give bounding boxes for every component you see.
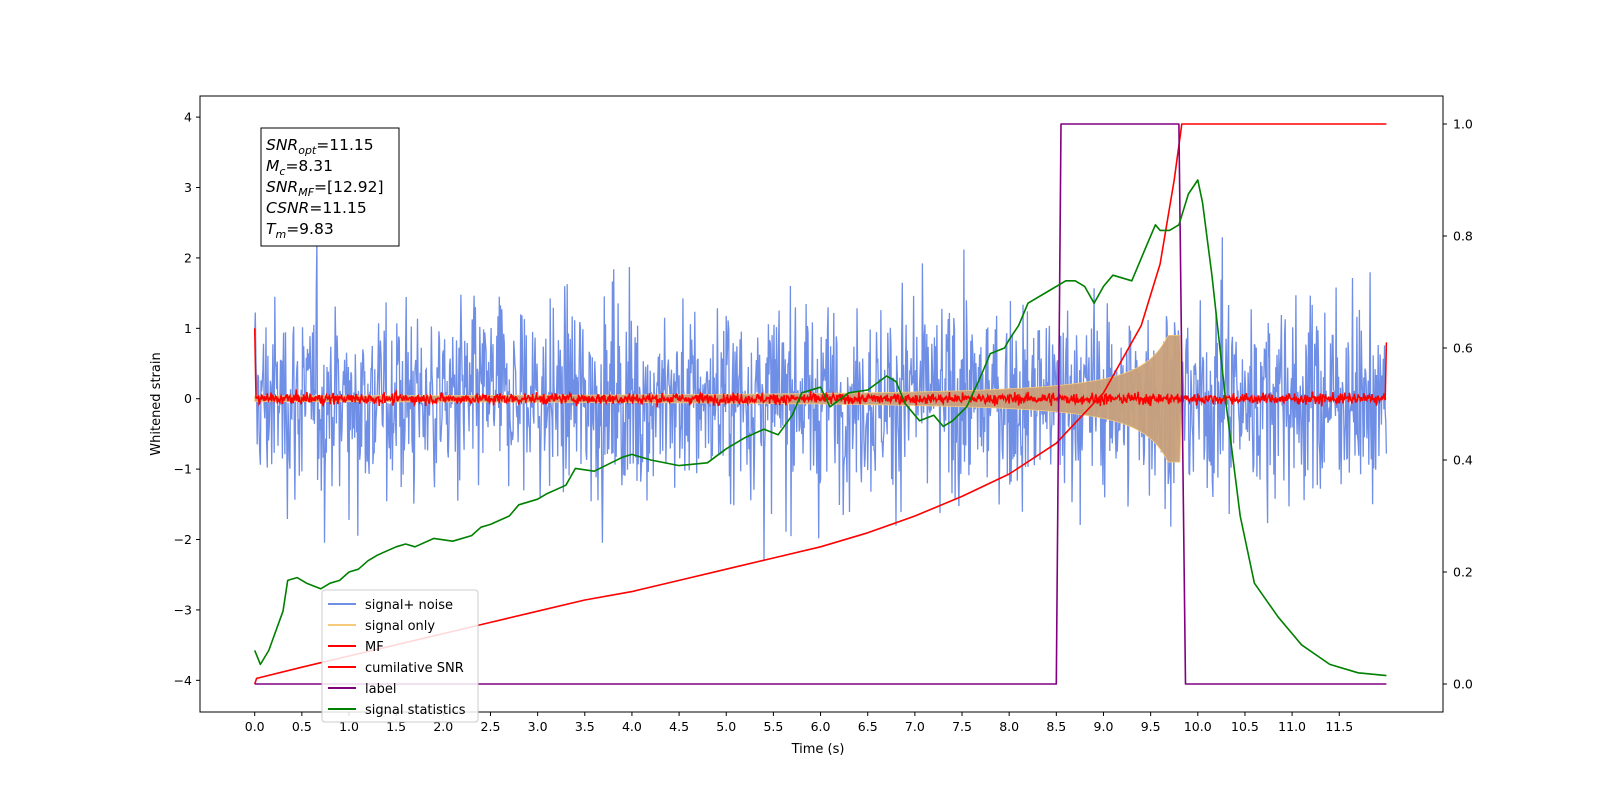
legend-item-label: label: [328, 682, 396, 697]
annotation-line-csnr: CSNR=11.15: [266, 199, 367, 217]
x-tick-label: 4.0: [622, 719, 642, 734]
y2-tick-label: 0.8: [1453, 229, 1473, 244]
legend-label: signal statistics: [365, 703, 466, 718]
x-tick-label: 1.5: [386, 719, 406, 734]
annotation-line-tm: Tm=9.83: [266, 220, 334, 241]
x-axis-label: Time (s): [791, 742, 845, 757]
x-tick-label: 3.0: [528, 719, 548, 734]
y-tick-label: −2: [174, 532, 192, 547]
x-tick-label: 9.5: [1141, 719, 1161, 734]
x-tick-label: 11.0: [1278, 719, 1306, 734]
x-tick-label: 7.5: [952, 719, 972, 734]
legend-item-cumilative-snr: cumilative SNR: [328, 661, 464, 676]
y-tick-label: 4: [184, 110, 192, 125]
y-tick-label: 2: [184, 250, 192, 265]
y2-tick-label: 0.2: [1453, 565, 1473, 580]
legend-label: MF: [365, 640, 384, 655]
y-tick-label: −1: [174, 462, 192, 477]
mf-line: [253, 328, 1388, 408]
x-tick-label: 6.5: [858, 719, 878, 734]
annotation-box: SNRopt=11.15 Mc=8.31 SNRMF=[12.92] CSNR=…: [260, 127, 400, 247]
x-tick-label: 7.0: [905, 719, 925, 734]
signal-noise-series: [254, 237, 1388, 562]
x-tick-label: 8.5: [1046, 719, 1066, 734]
x-tick-label: 9.0: [1094, 719, 1114, 734]
y2-tick-label: 0.6: [1453, 341, 1473, 356]
signal-noise-line: [254, 237, 1388, 562]
legend-label: cumilative SNR: [365, 661, 464, 676]
x-tick-label: 0.0: [245, 719, 265, 734]
y-tick-label: −4: [174, 673, 192, 688]
y-axis-ticks: 4 3 2 1 0 −1 −2 −3 −4: [174, 110, 200, 688]
y2-tick-label: 0.0: [1453, 677, 1473, 692]
x-tick-label: 11.5: [1325, 719, 1353, 734]
y-tick-label: 3: [184, 180, 192, 195]
x-tick-label: 6.0: [811, 719, 831, 734]
x-tick-label: 2.0: [433, 719, 453, 734]
x-tick-label: 4.5: [669, 719, 689, 734]
x-tick-label: 5.5: [763, 719, 783, 734]
plot-area: [253, 123, 1388, 685]
plot-frame: [199, 95, 1444, 713]
legend-item-signal-statistics: signal statistics: [328, 703, 466, 718]
legend: signal+ noise signal only MF cumilative …: [321, 589, 479, 723]
x-tick-label: 10.0: [1184, 719, 1212, 734]
legend-label: signal+ noise: [365, 598, 453, 613]
x-tick-label: 3.5: [575, 719, 595, 734]
mf-series: [253, 328, 1388, 408]
legend-label: label: [365, 682, 396, 697]
x-axis-ticks: 0.0 0.5 1.0 1.5 2.0 2.5 3.0 3.5 4.0 4.5 5.0 5.5 6.0 6…: [245, 712, 1353, 734]
x-tick-label: 1.0: [339, 719, 359, 734]
y2-tick-label: 0.4: [1453, 453, 1473, 468]
x-tick-label: 8.0: [999, 719, 1019, 734]
legend-label: signal only: [365, 619, 435, 634]
x-tick-label: 2.5: [481, 719, 501, 734]
legend-item-signal-noise: signal+ noise: [328, 598, 453, 613]
y-axis-label: Whitened strain: [149, 352, 164, 455]
y-tick-label: −3: [174, 602, 192, 617]
legend-item-mf: MF: [328, 640, 384, 655]
y2-axis-ticks: 1.0 0.8 0.6 0.4 0.2 0.0: [1443, 117, 1473, 692]
annotation-line-mc: Mc=8.31: [266, 157, 333, 178]
x-tick-label: 0.5: [292, 719, 312, 734]
signal-statistics-line: [253, 179, 1387, 677]
annotation-line-snr-mf: SNRMF=[12.92]: [266, 178, 384, 199]
x-tick-label: 10.5: [1231, 719, 1259, 734]
x-tick-label: 5.0: [716, 719, 736, 734]
legend-item-signal-only: signal only: [328, 619, 435, 634]
y2-tick-label: 1.0: [1453, 117, 1473, 132]
y-tick-label: 1: [184, 321, 192, 336]
annotation-line-snr-opt: SNRopt=11.15: [266, 136, 374, 157]
label-line: [254, 123, 1387, 685]
y-tick-label: 0: [184, 391, 192, 406]
